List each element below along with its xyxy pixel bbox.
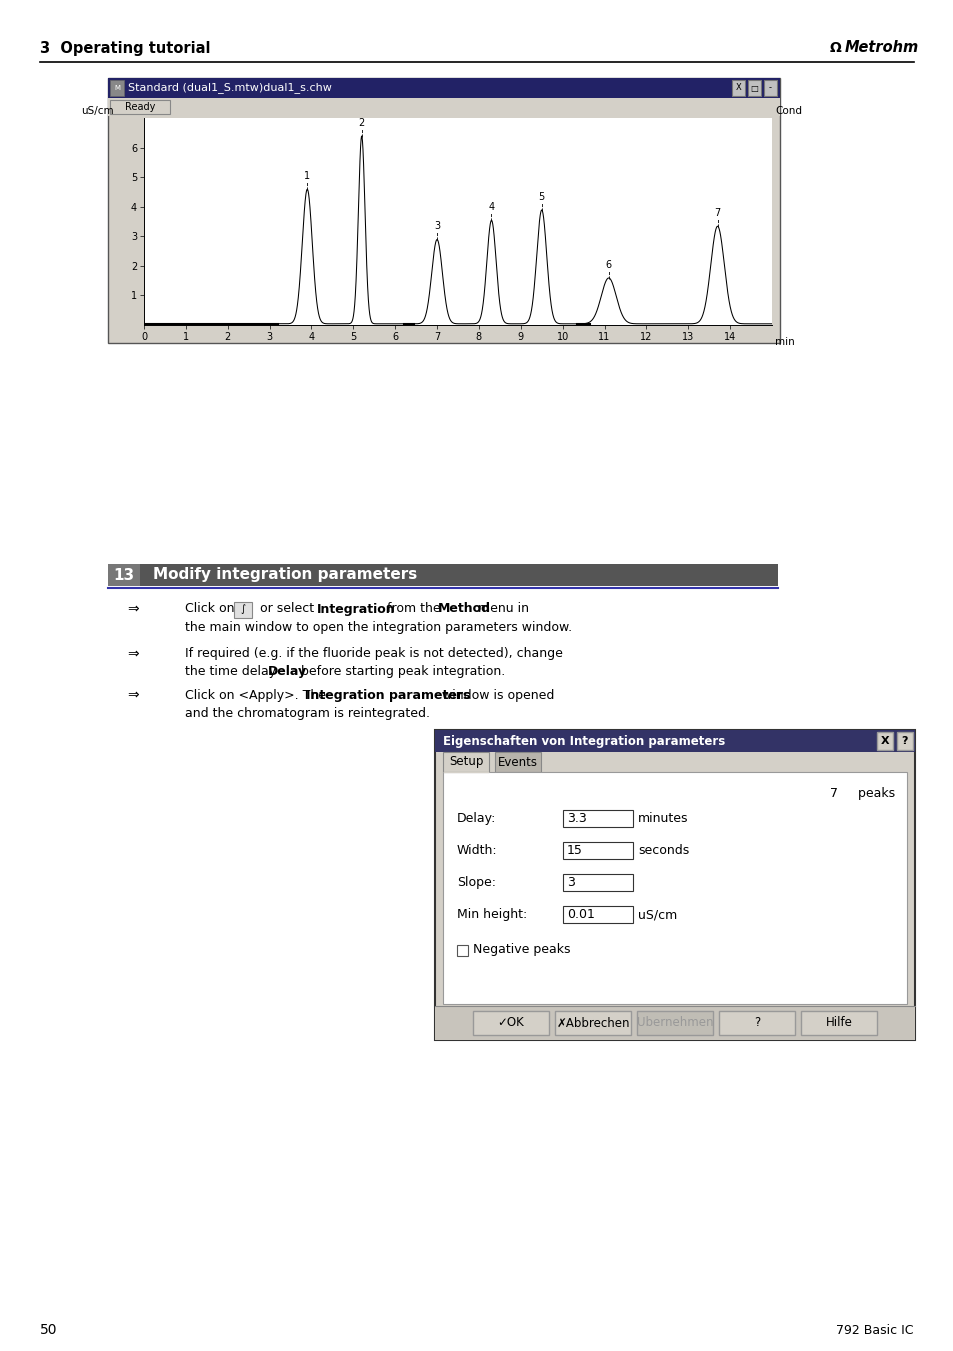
Bar [719, 1011, 794, 1035]
Bar [562, 874, 633, 892]
Text: window is opened: window is opened [437, 689, 554, 701]
Text: Click on <Apply>. The: Click on <Apply>. The [185, 689, 330, 701]
Text: ?: ? [753, 1016, 760, 1029]
Text: 13: 13 [113, 567, 134, 582]
Bar [562, 842, 633, 859]
Text: ?: ? [901, 736, 907, 746]
Text: Negative peaks: Negative peaks [473, 943, 570, 957]
Text: 15: 15 [566, 844, 582, 857]
Bar [110, 100, 170, 113]
Text: seconds: seconds [638, 844, 688, 857]
Text: Standard (dual1_S.mtw)dual1_s.chw: Standard (dual1_S.mtw)dual1_s.chw [128, 82, 332, 93]
Bar [110, 80, 124, 96]
Bar [234, 603, 253, 617]
Text: Min height:: Min height: [456, 908, 527, 921]
Text: 6: 6 [605, 259, 611, 270]
Text: 50: 50 [40, 1323, 57, 1337]
Text: 3: 3 [434, 222, 439, 231]
Bar [876, 732, 892, 750]
Text: 7: 7 [714, 208, 720, 218]
Text: ∫: ∫ [241, 604, 246, 613]
Bar [108, 563, 140, 586]
Bar [442, 771, 906, 1004]
Text: 3.3: 3.3 [566, 812, 586, 825]
Text: the time delay: the time delay [185, 666, 280, 678]
Text: 792 Basic IC: 792 Basic IC [836, 1324, 913, 1336]
Bar [108, 563, 778, 586]
Text: Hilfe: Hilfe [824, 1016, 852, 1029]
Text: uS/cm: uS/cm [638, 908, 677, 921]
Text: 3  Operating tutorial: 3 Operating tutorial [40, 41, 211, 55]
Text: 2: 2 [358, 118, 364, 128]
Text: min: min [775, 338, 794, 347]
Text: 7     peaks: 7 peaks [829, 788, 894, 801]
Text: □: □ [750, 84, 758, 92]
Text: Events: Events [497, 755, 537, 769]
Text: Integration: Integration [316, 603, 395, 616]
Text: minutes: minutes [638, 812, 688, 825]
Text: Eigenschaften von Integration parameters: Eigenschaften von Integration parameters [442, 735, 724, 747]
Text: Ubernehmen: Ubernehmen [636, 1016, 713, 1029]
Text: 1: 1 [304, 172, 310, 181]
Bar [435, 1006, 914, 1040]
Bar [896, 732, 912, 750]
Text: and the chromatogram is reintegrated.: and the chromatogram is reintegrated. [185, 707, 430, 720]
Text: ⇒: ⇒ [127, 688, 138, 703]
Text: Delay:: Delay: [456, 812, 496, 825]
Text: ✗Abbrechen: ✗Abbrechen [556, 1016, 629, 1029]
Bar [108, 78, 780, 99]
Text: X: X [880, 736, 888, 746]
Text: Delay: Delay [267, 666, 306, 678]
Text: M: M [113, 85, 120, 91]
Text: Method: Method [437, 603, 491, 616]
Text: Slope:: Slope: [456, 875, 496, 889]
Bar [731, 80, 744, 96]
Text: Setup: Setup [448, 755, 482, 769]
Bar [442, 753, 489, 771]
Text: before starting peak integration.: before starting peak integration. [297, 666, 505, 678]
Text: ✓OK: ✓OK [497, 1016, 524, 1029]
Bar [637, 1011, 712, 1035]
Text: If required (e.g. if the fluoride peak is not detected), change: If required (e.g. if the fluoride peak i… [185, 647, 562, 661]
Bar [562, 811, 633, 827]
Text: Cond: Cond [775, 105, 801, 116]
Text: from the: from the [382, 603, 444, 616]
Bar [801, 1011, 876, 1035]
Text: Click on: Click on [185, 603, 238, 616]
Text: the main window to open the integration parameters window.: the main window to open the integration … [185, 620, 572, 634]
Text: Ω: Ω [829, 41, 841, 55]
Bar [555, 1011, 630, 1035]
Text: Width:: Width: [456, 844, 497, 857]
Bar [747, 80, 760, 96]
Text: Ready: Ready [125, 101, 155, 112]
Text: ⇒: ⇒ [127, 603, 138, 616]
Text: -: - [768, 84, 771, 92]
Text: 4: 4 [488, 203, 494, 212]
Text: uS/cm: uS/cm [81, 105, 113, 116]
Text: Integration parameters: Integration parameters [306, 689, 470, 701]
Text: Modify integration parameters: Modify integration parameters [152, 567, 416, 582]
Text: or select: or select [256, 603, 318, 616]
Text: X: X [735, 84, 740, 92]
Bar [456, 944, 468, 957]
Bar [763, 80, 776, 96]
Text: ⇒: ⇒ [127, 647, 138, 661]
Text: 3: 3 [566, 875, 575, 889]
Bar [473, 1011, 548, 1035]
Bar [435, 730, 914, 753]
Bar [108, 99, 780, 116]
Bar [108, 78, 780, 343]
Bar [435, 730, 914, 1040]
Bar [562, 907, 633, 923]
Text: menu in: menu in [474, 603, 529, 616]
Text: Metrohm: Metrohm [844, 41, 919, 55]
Text: 5: 5 [538, 192, 544, 201]
Bar [495, 753, 540, 771]
Text: 0.01: 0.01 [566, 908, 595, 921]
